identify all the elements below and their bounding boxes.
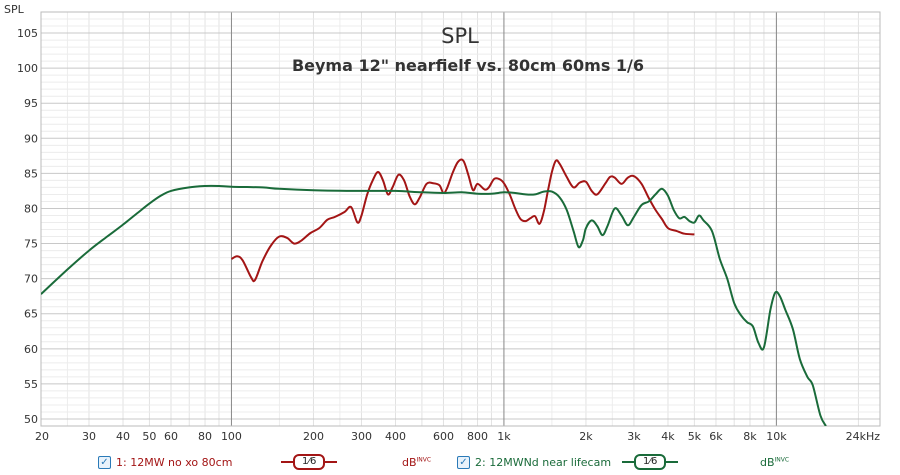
x-tick-label: 1k [497, 430, 511, 443]
legend-item-2-line-swatch [622, 461, 634, 463]
legend-item-1[interactable]: ✓ 1: 12MW no xo 80cm [98, 456, 232, 469]
x-tick-label: 80 [198, 430, 212, 443]
x-tick-label: 40 [116, 430, 130, 443]
x-tick-label: 10k [766, 430, 787, 443]
legend-item-1-label: 1: 12MW no xo 80cm [116, 456, 233, 469]
x-tick-label: 6k [709, 430, 723, 443]
x-tick-label: 400 [385, 430, 406, 443]
y-tick-label: 85 [24, 167, 38, 180]
legend-item-1-smoothing-label: 1⁄6 [293, 454, 326, 470]
spl-chart: 50 55 60 65 70 75 80 85 90 95 100 105 20 30 40 50 60 80 1… [4, 3, 881, 443]
legend-item-1-unit-text: dB [402, 456, 417, 469]
plot-frame [40, 11, 881, 427]
x-tick-label: 3k [627, 430, 641, 443]
legend-item-2-label: 2: 12MWNd near lifecam [475, 456, 612, 469]
x-tick-label: 50 [142, 430, 156, 443]
y-tick-label: 95 [24, 97, 38, 110]
x-tick-label: 4k [661, 430, 675, 443]
x-tick-label: 20 [35, 430, 49, 443]
legend-item-1-unit-sup: INVC [416, 456, 432, 464]
x-tick-label: 2k [579, 430, 593, 443]
legend-item-2-checkbox[interactable]: ✓ [457, 456, 470, 469]
x-tick-label: 100 [221, 430, 242, 443]
legend-item-2-smoothing[interactable]: 1⁄6 [622, 454, 679, 470]
legend-item-2-line-swatch-right [666, 461, 679, 463]
legend-bar: ✓ 1: 12MW no xo 80cm 1⁄6 dBINVC ✓ 2: 12M… [0, 452, 900, 475]
x-tick-label: 8k [743, 430, 757, 443]
chart-subtitle: Beyma 12" nearfielf vs. 80cm 60ms 1/6 [292, 56, 644, 75]
y-tick-label: 50 [24, 413, 38, 426]
y-tick-label: 65 [24, 308, 38, 321]
legend-item-2[interactable]: ✓ 2: 12MWNd near lifecam [457, 456, 611, 469]
legend-item-1-line-swatch-right [325, 461, 338, 463]
chart-title: SPL [441, 24, 479, 48]
x-tick-label: 300 [351, 430, 372, 443]
legend-item-2-unit[interactable]: dBINVC [760, 456, 789, 469]
y-tick-label: 60 [24, 343, 38, 356]
x-tick-label: 60 [164, 430, 178, 443]
legend-item-2-unit-text: dB [760, 456, 775, 469]
y-tick-label: 100 [17, 62, 38, 75]
legend-item-2-unit-sup: INVC [774, 456, 790, 464]
x-tick-label: 5k [688, 430, 702, 443]
x-tick-label: 800 [467, 430, 488, 443]
y-tick-label: 70 [24, 273, 38, 286]
series-layer [41, 158, 827, 426]
series-1-line [230, 158, 695, 283]
x-tick-labels: 20 30 40 50 60 80 100 200 300 400 600 800 1k 2k 3k 4k 5k… [35, 430, 880, 443]
series-2-line [41, 184, 827, 426]
legend-item-1-line-swatch [281, 461, 293, 463]
x-tick-label: 30 [82, 430, 96, 443]
x-tick-label: 600 [433, 430, 454, 443]
y-tick-label: 105 [17, 27, 38, 40]
legend-item-2-smoothing-label: 1⁄6 [634, 454, 667, 470]
legend-item-1-unit[interactable]: dBINVC [402, 456, 431, 469]
y-tick-label: 75 [24, 238, 38, 251]
y-tick-labels: 50 55 60 65 70 75 80 85 90 95 100 105 [17, 27, 38, 426]
x-tick-label: 24kHz [846, 430, 881, 443]
x-tick-label: 200 [303, 430, 324, 443]
y-tick-label: 80 [24, 202, 38, 215]
y-tick-label: 55 [24, 378, 38, 391]
legend-item-1-smoothing[interactable]: 1⁄6 [281, 454, 338, 470]
legend-item-1-checkbox[interactable]: ✓ [98, 456, 111, 469]
y-axis-label: SPL [4, 3, 25, 16]
y-tick-label: 90 [24, 132, 38, 145]
